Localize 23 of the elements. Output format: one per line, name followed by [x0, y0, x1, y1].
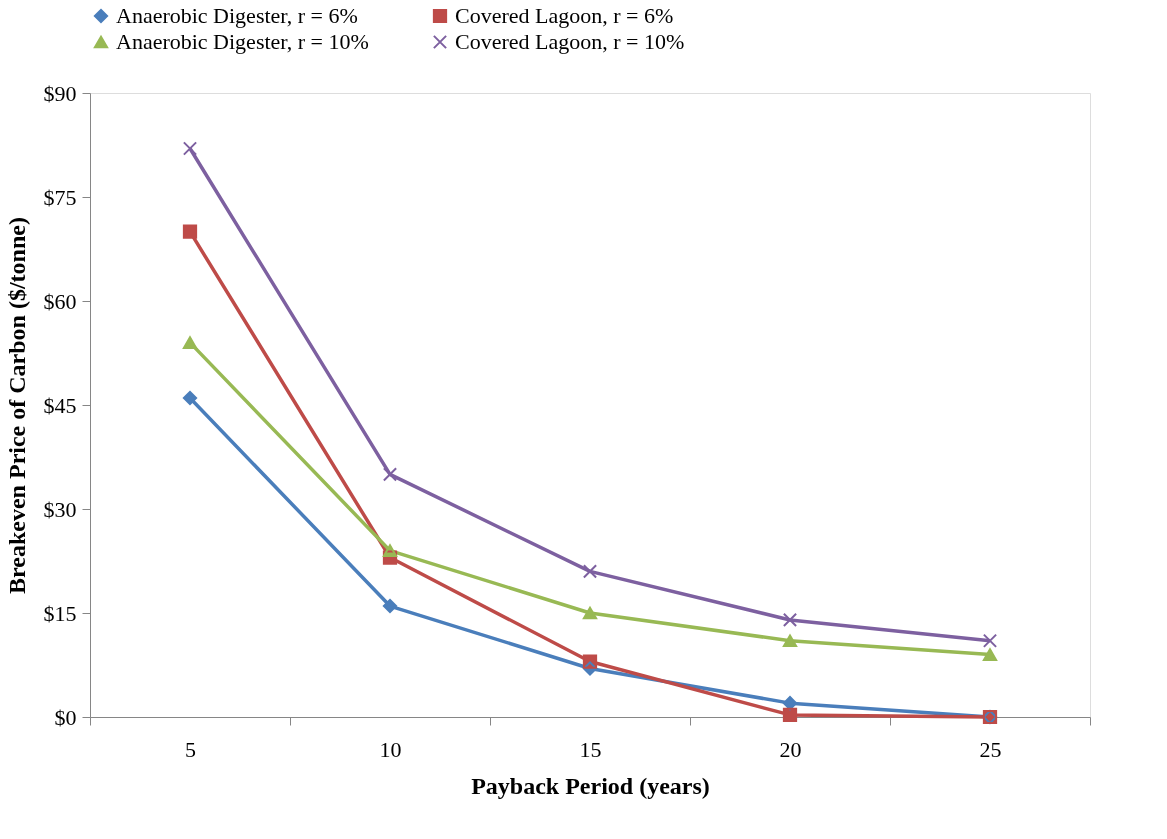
point: [382, 467, 398, 482]
legend-label: Anaerobic Digester, r = 10%: [116, 29, 369, 54]
x-axis-title: Payback Period (years): [471, 772, 710, 799]
y-tick-label: $30: [43, 496, 77, 522]
x-tick-label: 25: [979, 736, 1002, 762]
point: [982, 633, 998, 648]
point: [582, 564, 598, 579]
point: [182, 141, 198, 156]
point: [782, 612, 798, 628]
legend-label: Anaerobic Digester, r = 6%: [116, 3, 358, 28]
y-tick-label: $45: [43, 392, 77, 418]
legend-label: Covered Lagoon, r = 6%: [455, 3, 674, 28]
y-axis-title: Breakeven Price of Carbon ($/tonne): [3, 217, 30, 594]
x-tick-label: 15: [579, 736, 602, 762]
y-tick-label: $15: [43, 600, 77, 626]
x-tick-label: 5: [185, 736, 196, 762]
x-tick-label: 10: [379, 736, 402, 762]
y-tick-label: $60: [43, 288, 77, 314]
x-tick-label: 20: [779, 736, 802, 762]
y-tick-label: $0: [54, 704, 77, 730]
y-tick-label: $75: [43, 184, 77, 210]
legend-label: Covered Lagoon, r = 10%: [455, 29, 685, 54]
y-tick-label: $90: [43, 80, 77, 106]
